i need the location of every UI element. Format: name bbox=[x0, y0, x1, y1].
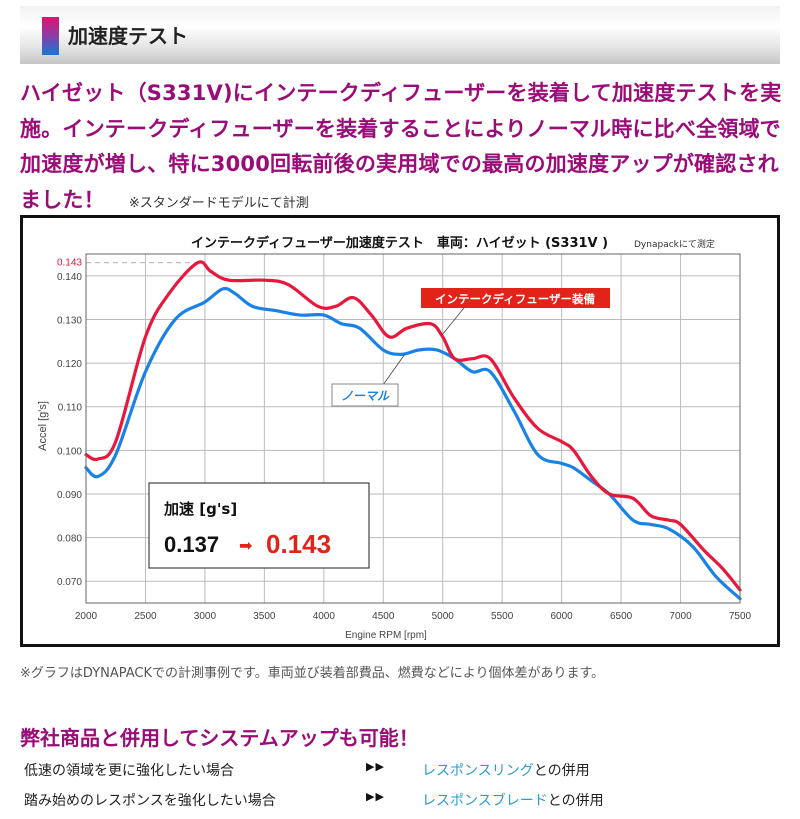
y-tick-label: 0.100 bbox=[57, 446, 82, 457]
combo-suffix: との併用 bbox=[533, 763, 590, 779]
series-lines bbox=[84, 260, 742, 601]
section-title-acceleration-test: 加速度テスト bbox=[68, 24, 188, 48]
x-tick-label: 4500 bbox=[372, 611, 395, 622]
combo-section-title: 弊社商品と併用してシステムアップも可能！ bbox=[20, 726, 419, 750]
x-tick-label: 5500 bbox=[491, 611, 514, 622]
peak-tick-label: 0.143 bbox=[57, 258, 82, 269]
y-axis-label: Accel [g's] bbox=[37, 401, 49, 451]
intro-note: ※スタンダードモデルにて計測 bbox=[128, 195, 309, 211]
response-blade-link[interactable]: レスポンスブレード bbox=[422, 793, 548, 809]
chart-title: インテークディフューザー加速度テスト 車両：ハイゼット (S331V ) bbox=[191, 235, 608, 251]
plot-border bbox=[85, 253, 741, 604]
y-tick-label: 0.120 bbox=[57, 359, 82, 370]
y-tick-label: 0.090 bbox=[57, 490, 82, 501]
chart-canvas: 2000 2500 3000 3500 4000 4500 5000 5500 6000 6500… bbox=[37, 235, 752, 641]
x-tick-label: 7500 bbox=[729, 611, 752, 622]
combo-condition: 踏み始めのレスポンスを強化したい場合 bbox=[24, 793, 276, 809]
combo-condition: 低速の領域を更に強化したい場合 bbox=[24, 763, 234, 779]
x-axis-label: Engine RPM [rpm] bbox=[345, 630, 427, 641]
chart-caption: ※グラフはDYNAPACKでの計測事例です。車両並び装着部費品、燃費などにより個… bbox=[20, 666, 605, 681]
series-line-intake-diffuser bbox=[84, 260, 742, 592]
inset-box bbox=[148, 482, 370, 569]
x-tick-label: 6000 bbox=[551, 611, 574, 622]
normal-label-box bbox=[331, 383, 399, 407]
series-line-normal bbox=[84, 286, 742, 601]
y-tick-label: 0.070 bbox=[57, 577, 82, 588]
modified-label-text: インテークディフューザー装備 bbox=[435, 292, 595, 306]
y-tick-label: 0.110 bbox=[58, 403, 83, 414]
inset-after-value: 0.143 bbox=[266, 529, 331, 559]
axes: 2000 2500 3000 3500 4000 4500 5000 5500 6000 6500… bbox=[57, 253, 752, 622]
inset-title: 加速 [g's] bbox=[163, 500, 237, 518]
inset-arrow-icon: ➡ bbox=[239, 536, 252, 555]
section-header-bar bbox=[20, 6, 780, 64]
x-tick-label: 2000 bbox=[75, 611, 98, 622]
modified-label-box bbox=[421, 288, 610, 308]
modified-label-leader bbox=[441, 302, 469, 336]
acceleration-chart: 2000 2500 3000 3500 4000 4500 5000 5500 6000 6500… bbox=[20, 215, 780, 647]
y-tick-label: 0.130 bbox=[57, 315, 82, 326]
double-arrow-icon: ▶▶ bbox=[366, 760, 385, 773]
x-tick-label: 7000 bbox=[669, 611, 692, 622]
x-tick-label: 4000 bbox=[313, 611, 336, 622]
normal-label-leader bbox=[382, 353, 406, 386]
intro-paragraph: ハイゼット（S331V)にインテークディフューザーを装着して加速度テストを実施。… bbox=[20, 76, 790, 221]
x-tick-label: 2500 bbox=[134, 611, 157, 622]
x-tick-label: 3500 bbox=[253, 611, 276, 622]
chart-subtitle: Dynapackにて測定 bbox=[634, 238, 715, 250]
normal-label-text: ノーマル bbox=[341, 389, 390, 403]
double-arrow-icon: ▶▶ bbox=[366, 790, 385, 803]
x-tick-label: 5000 bbox=[432, 611, 455, 622]
x-tick-label: 6500 bbox=[610, 611, 633, 622]
y-tick-label: 0.140 bbox=[57, 272, 82, 283]
intro-text: ハイゼット（S331V)にインテークディフューザーを装着して加速度テストを実施。… bbox=[20, 81, 782, 212]
x-tick-label: 3000 bbox=[194, 611, 217, 622]
inset-before-value: 0.137 bbox=[164, 532, 219, 557]
y-tick-label: 0.080 bbox=[57, 534, 82, 545]
header-accent-marker bbox=[42, 17, 59, 55]
combo-suffix: との併用 bbox=[547, 793, 604, 809]
response-ring-link[interactable]: レスポンスリング bbox=[422, 763, 534, 779]
